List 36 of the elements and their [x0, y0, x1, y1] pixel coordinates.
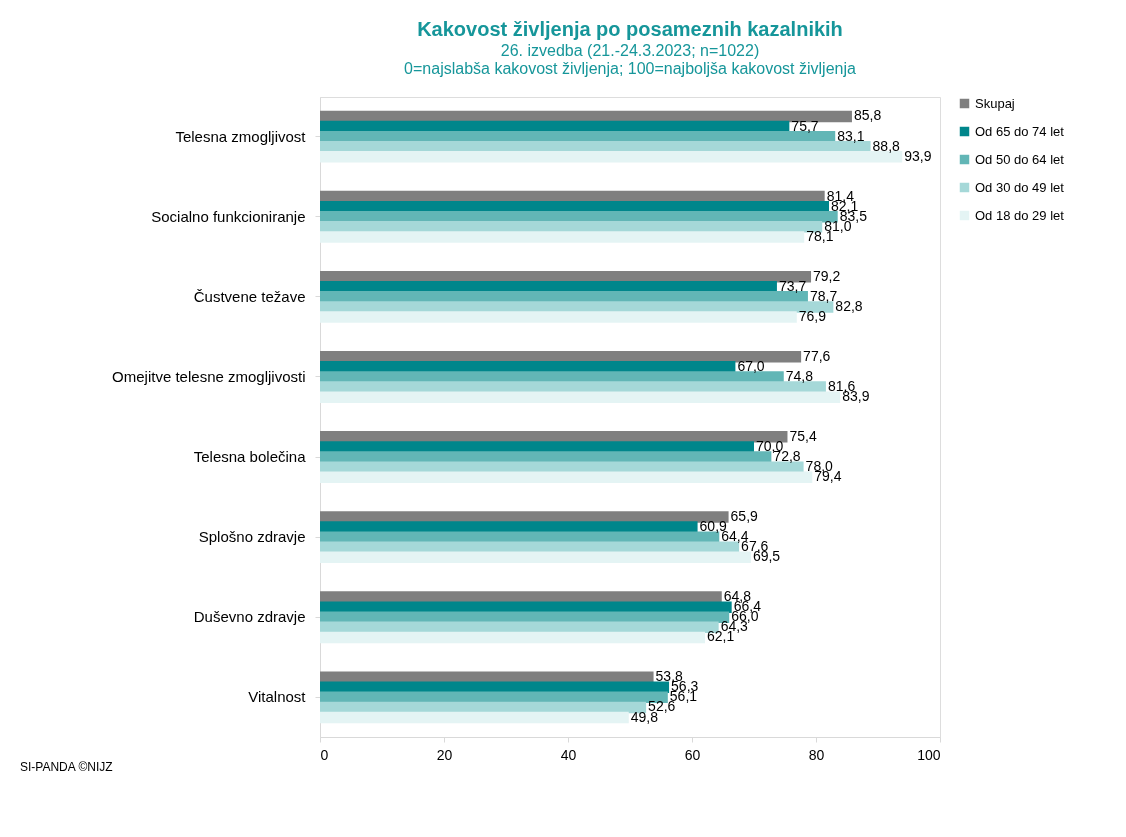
- legend-label: Od 65 do 74 let: [975, 123, 1065, 139]
- legend-label: Od 30 do 49 let: [975, 179, 1065, 195]
- x-tick-label: 60: [684, 746, 701, 763]
- data-label: 93,9: [904, 147, 932, 164]
- data-label: 85,8: [853, 107, 882, 124]
- y-tick-label: Socialno funkcioniranje: [151, 207, 306, 225]
- data-label: 67,0: [737, 357, 765, 374]
- data-label: 65,9: [730, 507, 759, 524]
- x-tick-label: 20: [436, 746, 453, 763]
- y-tick-label: Čustvene težave: [193, 287, 306, 305]
- data-label: 76,9: [798, 308, 827, 325]
- x-tick-label: 0: [320, 746, 329, 763]
- y-tick-label: Duševno zdravje: [193, 608, 306, 626]
- x-tick-label: 100: [917, 746, 941, 763]
- y-tick-label: Vitalnost: [248, 688, 307, 706]
- data-label: 74,8: [785, 367, 814, 384]
- data-label: 77,6: [803, 347, 831, 364]
- chart-title: Kakovost življenja po posameznih kazalnikih: [417, 18, 843, 40]
- legend-label: Skupaj: [975, 95, 1015, 111]
- x-tick-label: 80: [808, 746, 825, 763]
- y-tick-label: Omejitve telesne zmogljivosti: [112, 367, 306, 385]
- chart-subtitle: 26. izvedba (21.-24.3.2023; n=1022) 0=najslabša kakovost življenja; 100=najboljša kakovost življenja: [404, 42, 857, 77]
- data-label: 75,7: [791, 117, 819, 134]
- y-tick-label: Telesna zmogljivost: [175, 127, 307, 145]
- legend-label: Od 18 do 29 let: [975, 207, 1065, 223]
- data-label: 79,2: [813, 267, 841, 284]
- data-label: 82,8: [835, 297, 863, 314]
- data-label: 83,1: [837, 127, 865, 144]
- y-tick-label: Telesna bolečina: [193, 448, 307, 466]
- data-label: 73,7: [778, 277, 807, 294]
- text: SI-PANDA ©NIJZ: [20, 760, 113, 774]
- x-tick-label: 40: [560, 746, 577, 763]
- legend-label: Od 50 do 64 let: [975, 151, 1065, 167]
- y-tick-label: Splošno zdravje: [198, 528, 306, 546]
- data-label: 88,8: [872, 137, 901, 154]
- data-label: 75,4: [789, 427, 817, 444]
